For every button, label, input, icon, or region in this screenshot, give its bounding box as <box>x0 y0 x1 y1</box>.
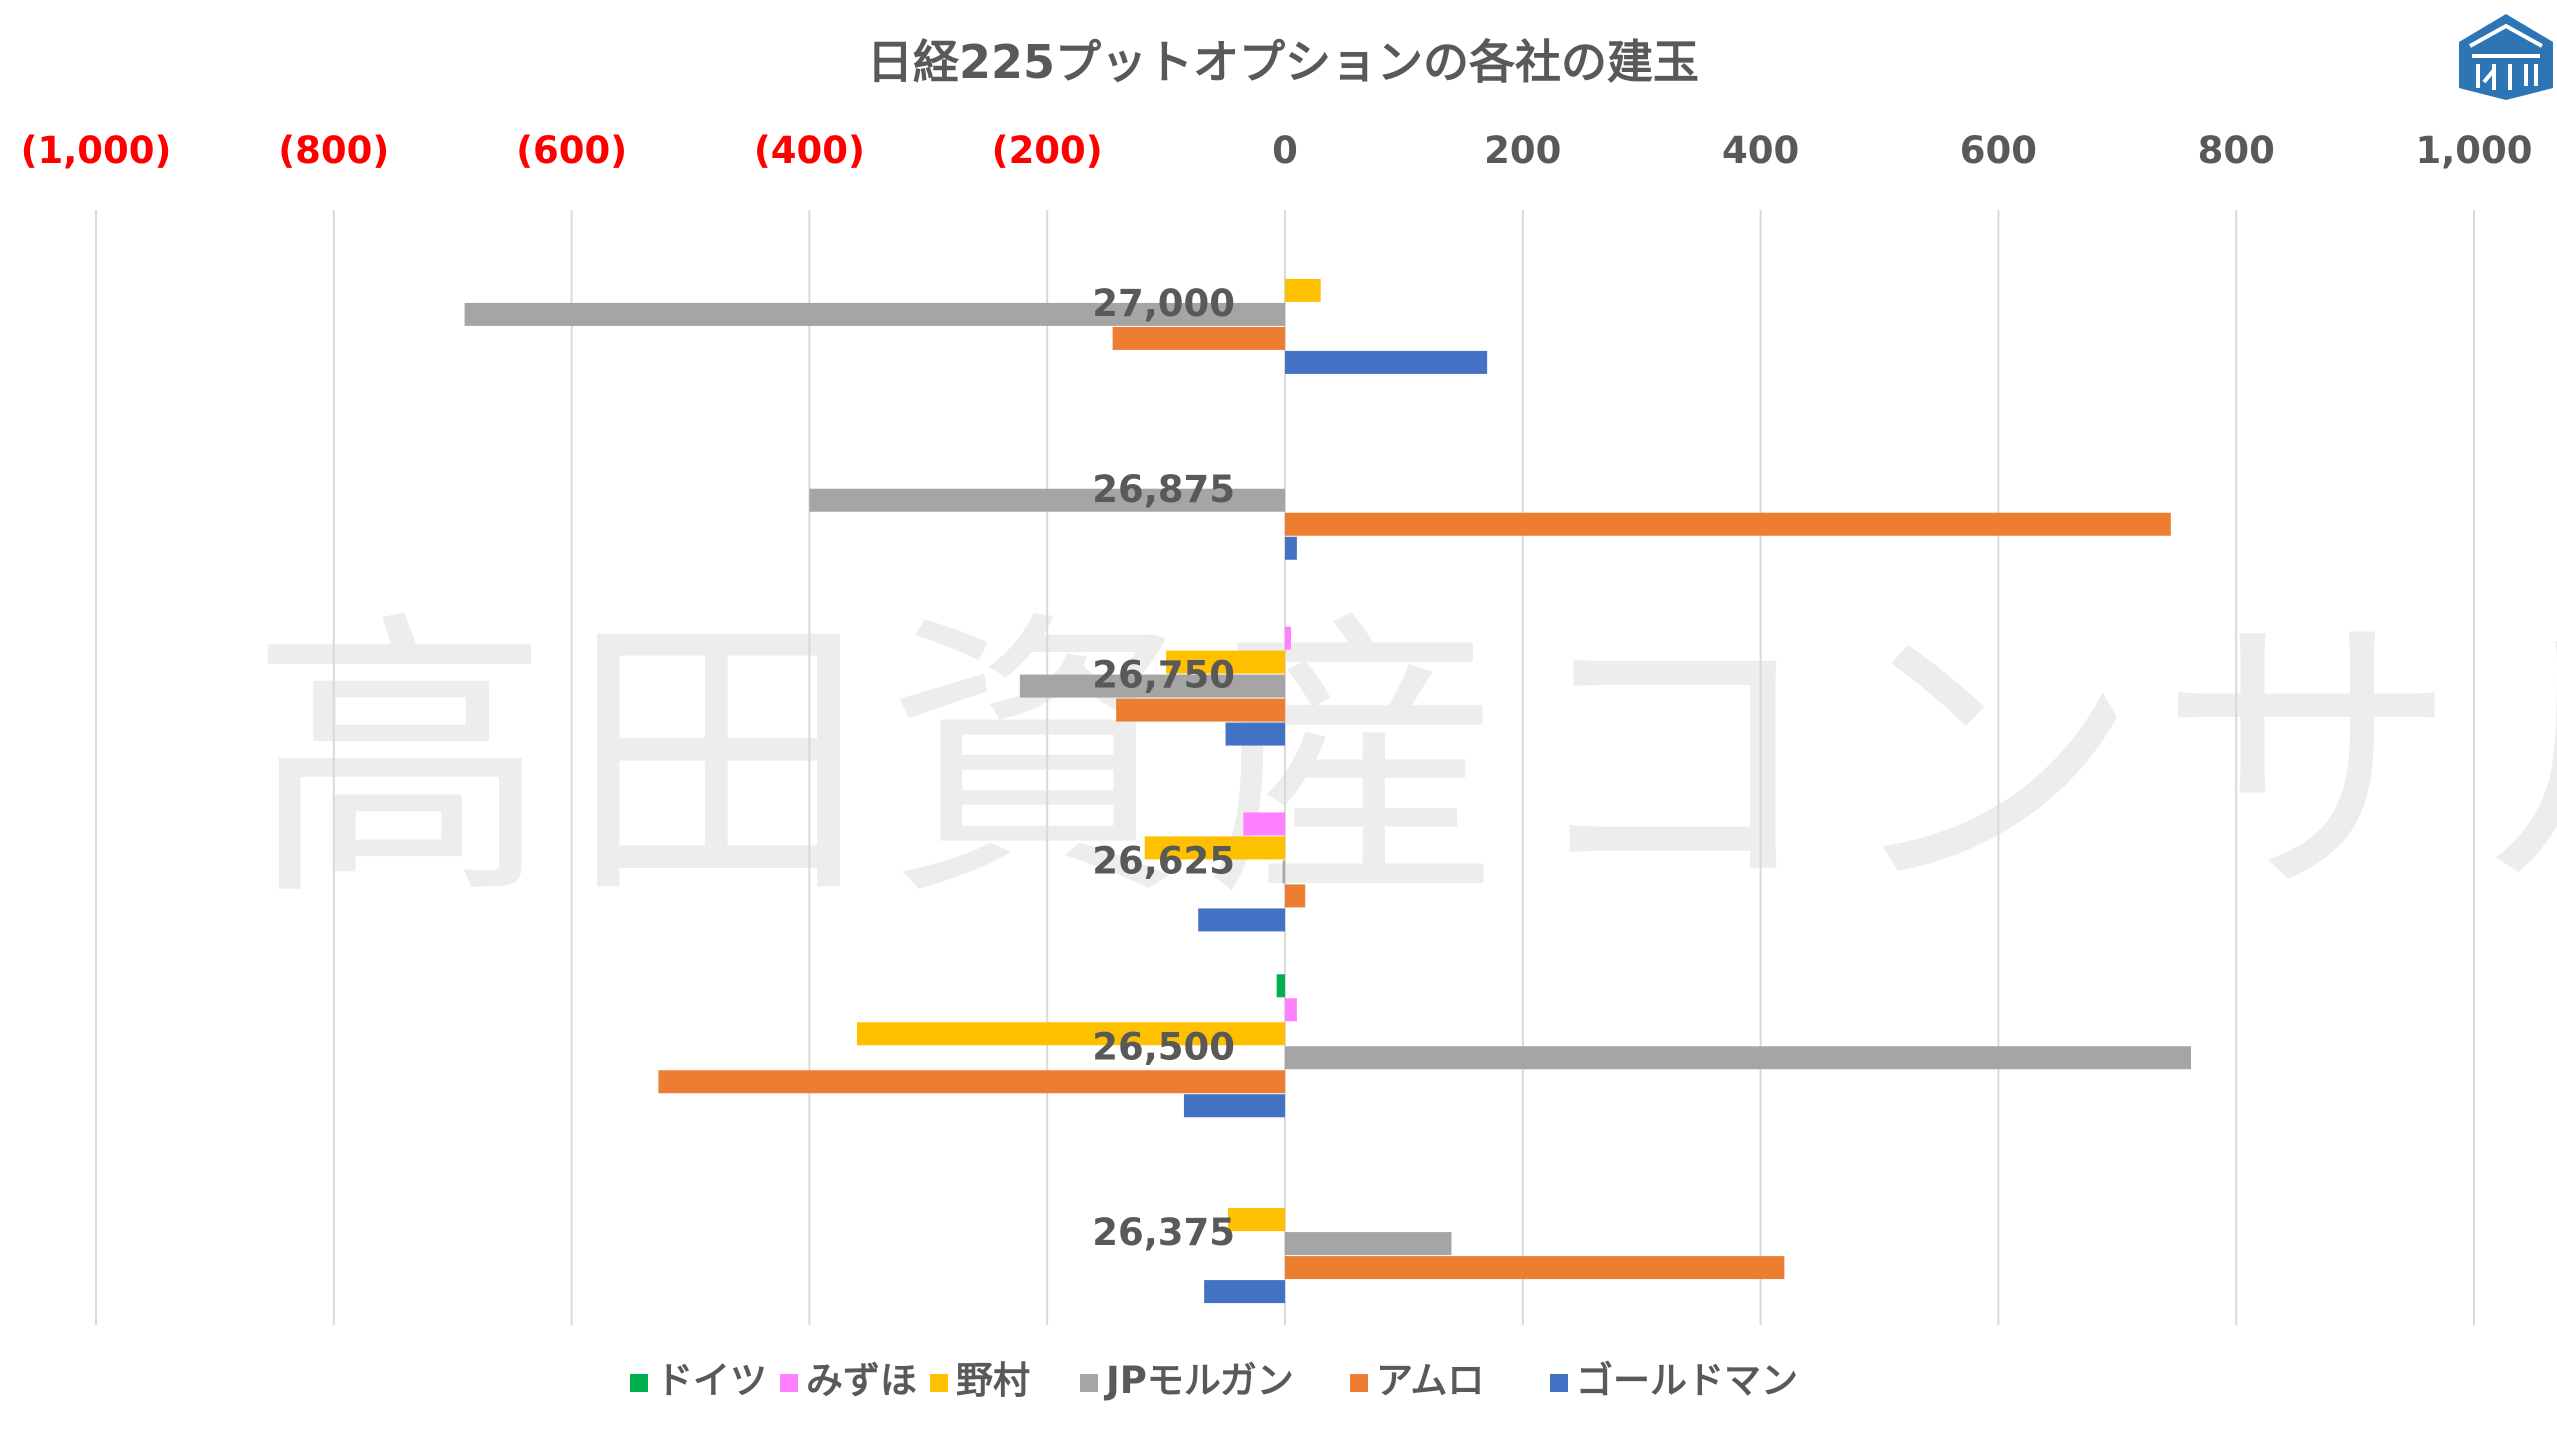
legend-swatch <box>1080 1374 1098 1392</box>
bar-アムロ <box>1116 698 1285 722</box>
category-label: 26,625 <box>1092 839 1235 882</box>
bar-アムロ <box>1285 512 2171 536</box>
x-tick-label: (400) <box>754 129 865 172</box>
bar-みずほ <box>1243 812 1285 836</box>
x-tick-label: 1,000 <box>2415 129 2532 172</box>
legend-label: ゴールドマン <box>1576 1359 1798 1402</box>
bar-ゴールドマン <box>1183 1094 1285 1118</box>
x-tick-label: (600) <box>516 129 627 172</box>
bar-アムロ <box>658 1070 1285 1094</box>
bar-JPモルガン <box>1285 1046 2192 1070</box>
legend-swatch <box>630 1374 648 1392</box>
gridlines <box>95 210 2475 1325</box>
bar-野村 <box>1166 650 1285 674</box>
bar-野村 <box>1144 836 1285 860</box>
x-tick-label: (200) <box>992 129 1103 172</box>
bars <box>464 278 2192 1304</box>
legend: ドイツ みずほ 野村 JPモルガン アムロ ゴールドマン <box>630 1359 1798 1402</box>
logo-glyph <box>2476 64 2538 90</box>
x-tick-label: 200 <box>1484 129 1561 172</box>
category-labels: 27,000 26,875 26,750 26,625 26,500 26,375 <box>1092 282 1235 1254</box>
x-axis-ticks: (1,000) (800) (600) (400) (200) 0 200 400 600 800… <box>21 129 2533 172</box>
x-tick-label: (1,000) <box>21 129 172 172</box>
bar-みずほ <box>1285 998 1297 1022</box>
bar-野村 <box>856 1022 1285 1046</box>
x-tick-label: 800 <box>2198 129 2275 172</box>
bar-ゴールドマン <box>1204 1280 1285 1304</box>
bar-JPモルガン <box>1285 1232 1452 1256</box>
logo-roof <box>2469 23 2543 48</box>
bar-ドイツ <box>1276 974 1285 998</box>
bar-ゴールドマン <box>1225 722 1285 746</box>
category-label: 26,500 <box>1092 1025 1235 1068</box>
bar-JPモルガン <box>464 302 1286 326</box>
legend-swatch <box>930 1374 948 1392</box>
legend-label: 野村 <box>956 1359 1030 1402</box>
takada-logo-icon <box>2459 14 2553 100</box>
category-label: 27,000 <box>1092 282 1235 325</box>
legend-swatch <box>1550 1374 1568 1392</box>
x-tick-label: 400 <box>1722 129 1799 172</box>
bar-ゴールドマン <box>1198 908 1285 932</box>
bar-JPモルガン <box>1282 860 1285 884</box>
bar-野村 <box>1227 1208 1285 1232</box>
legend-label: ドイツ <box>656 1359 767 1402</box>
bar-JPモルガン <box>1019 674 1285 698</box>
bar-JPモルガン <box>809 488 1285 512</box>
bar-アムロ <box>1285 884 1306 908</box>
legend-label: JPモルガン <box>1103 1359 1294 1402</box>
watermark: 高田資産コンサル <box>250 587 2557 936</box>
bar-みずほ <box>1285 626 1291 650</box>
bar-アムロ <box>1285 1256 1785 1280</box>
category-label: 26,375 <box>1092 1211 1235 1254</box>
bar-野村 <box>1285 278 1321 302</box>
legend-label: アムロ <box>1376 1359 1484 1402</box>
bar-ゴールドマン <box>1285 536 1297 560</box>
category-label: 26,750 <box>1092 654 1235 697</box>
x-tick-label: (800) <box>278 129 389 172</box>
x-tick-label: 600 <box>1960 129 2037 172</box>
bar-ゴールドマン <box>1285 350 1488 374</box>
category-label: 26,875 <box>1092 468 1235 511</box>
x-tick-label: 0 <box>1272 129 1298 172</box>
legend-swatch <box>780 1374 798 1392</box>
legend-swatch <box>1350 1374 1368 1392</box>
bar-アムロ <box>1112 326 1285 350</box>
chart-title: 日経225プットオプションの各社の建玉 <box>867 35 1699 89</box>
legend-label: みずほ <box>806 1359 917 1402</box>
